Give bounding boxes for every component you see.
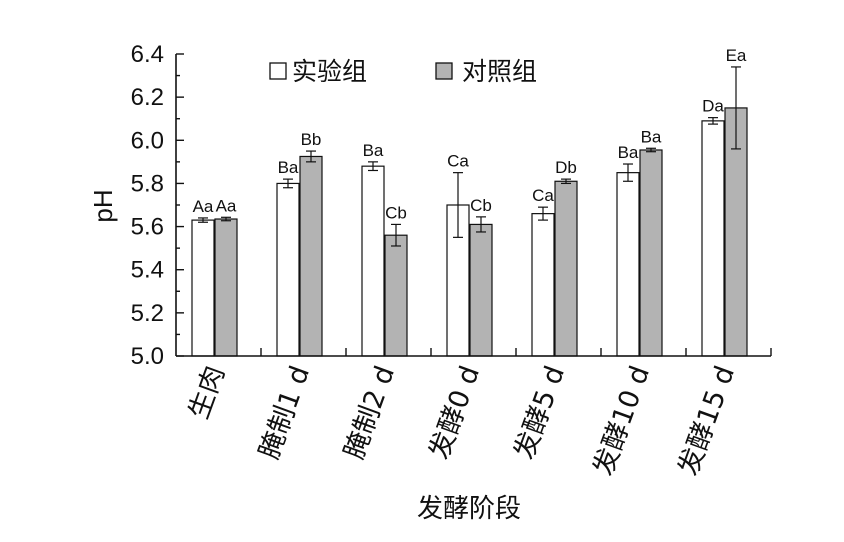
significance-label: Ba [641,127,662,146]
bar-control [469,223,493,357]
y-tick-label: 5.2 [131,300,164,327]
significance-label: Ba [618,143,639,162]
y-tick-label: 5.6 [131,214,164,241]
x-tick-label: 生肉 [183,362,231,423]
significance-label: Aa [216,196,237,215]
y-tick-label: 5.0 [131,343,164,370]
legend-swatch-control [435,62,453,80]
bar-control [384,234,408,357]
x-tick-label: 发酵0 d [424,362,486,464]
legend-label-control: 对照组 [462,57,537,86]
legend-swatch-experimental [269,62,287,80]
bar-control [299,155,323,357]
significance-label: Aa [193,197,214,216]
legend-label-experimental: 实验组 [292,57,367,86]
bar-experimental [361,165,385,357]
bar-control [554,180,578,357]
significance-label: Db [555,158,577,177]
significance-label: Da [702,97,724,116]
x-tick-label: 发酵10 d [588,362,656,480]
y-tick-label: 5.4 [131,257,164,284]
x-axis-label: 发酵阶段 [417,494,521,524]
x-tick-label: 腌制1 d [254,362,316,464]
y-tick-label: 6.0 [131,127,164,154]
x-tick-label: 腌制2 d [339,362,401,464]
bar-experimental [616,172,640,357]
bar-experimental [701,120,725,357]
x-tick-label: 发酵5 d [509,362,571,464]
bar-control [639,149,663,357]
bar-control [214,218,238,357]
x-tick-label: 发酵15 d [673,362,741,480]
significance-label: Bb [301,130,322,149]
legend: 实验组 对照组 [269,57,537,86]
significance-label: Ea [726,46,747,65]
y-tick-label: 6.4 [131,41,164,68]
significance-label: Cb [470,196,492,215]
bar-experimental [191,219,215,357]
significance-label: Cb [385,203,407,222]
significance-label: Ca [532,186,554,205]
y-axis-label: pH [88,189,118,222]
y-tick-label: 6.2 [131,84,164,111]
significance-label: Ba [363,141,384,160]
bar-experimental [531,213,555,357]
y-tick-label: 5.8 [131,170,164,197]
bar-experimental [276,182,300,357]
significance-label: Ba [278,158,299,177]
significance-label: Ca [447,152,469,171]
